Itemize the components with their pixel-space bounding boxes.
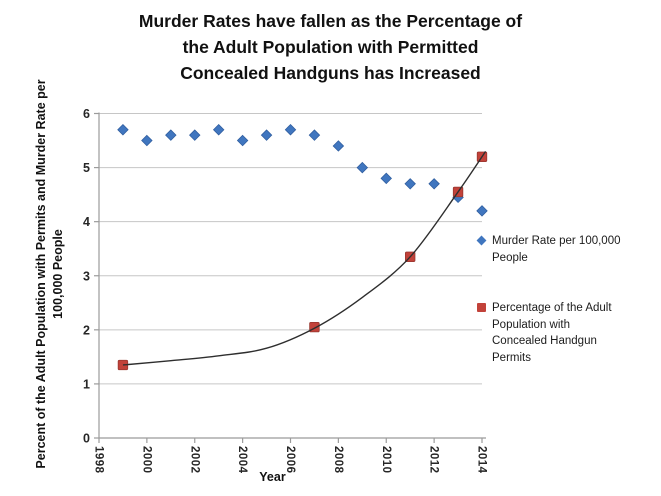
y-tick-label: 0 bbox=[83, 432, 90, 446]
x-tick-label: 2006 bbox=[284, 446, 296, 474]
y-tick-label: 2 bbox=[83, 323, 90, 337]
murder-rate-point bbox=[332, 140, 345, 152]
murder-rate-point bbox=[380, 172, 392, 185]
y-tick-label: 4 bbox=[83, 215, 90, 229]
legend-item-murder-rate: Murder Rate per 100,000 People bbox=[476, 233, 655, 266]
murder-rate-point bbox=[404, 178, 416, 190]
murder-rate-point bbox=[476, 205, 488, 217]
murder-rate-point bbox=[260, 129, 273, 141]
x-tick-label: 2014 bbox=[476, 446, 488, 474]
x-tick-label: 2002 bbox=[188, 446, 200, 474]
legend-label-murder-rate: Murder Rate per 100,000 People bbox=[492, 235, 621, 264]
murder-rate-point bbox=[117, 123, 129, 136]
permit-trend-curve bbox=[122, 150, 487, 366]
chart-title: Murder Rates have fallen as the Percenta… bbox=[138, 11, 523, 83]
murder-rate-point bbox=[212, 123, 225, 136]
y-tick-label: 1 bbox=[83, 377, 90, 391]
y-tick-label: 5 bbox=[83, 161, 90, 175]
murder-rate-point bbox=[356, 161, 369, 174]
murder-rate-point bbox=[165, 129, 177, 141]
murder-rate-point bbox=[308, 129, 321, 141]
x-tick-label: 2010 bbox=[380, 446, 392, 474]
y-tick-label: 6 bbox=[83, 107, 90, 121]
legend-label-permit-percentage: Percentage of the Adult Population with … bbox=[492, 302, 612, 364]
murder-rate-point bbox=[141, 134, 153, 147]
x-tick-label: 2004 bbox=[236, 446, 248, 474]
murder-rate-point bbox=[428, 178, 440, 190]
x-tick-label: 1998 bbox=[93, 446, 105, 474]
red-square-marker-icon bbox=[477, 303, 486, 312]
x-axis-title: Year bbox=[259, 470, 286, 484]
murder-rate-point bbox=[236, 134, 249, 147]
legend: Murder Rate per 100,000 People Percentag… bbox=[476, 233, 655, 366]
legend-item-permit-percentage: Percentage of the Adult Population with … bbox=[477, 300, 655, 366]
x-tick-label: 2000 bbox=[140, 446, 152, 474]
x-tick-label: 2008 bbox=[332, 446, 344, 474]
murder-rate-point bbox=[284, 123, 297, 136]
blue-diamond-marker-icon bbox=[476, 235, 487, 246]
murder-rate-point bbox=[189, 129, 201, 141]
y-tick-label: 3 bbox=[83, 269, 90, 283]
x-tick-label: 2012 bbox=[428, 446, 440, 474]
